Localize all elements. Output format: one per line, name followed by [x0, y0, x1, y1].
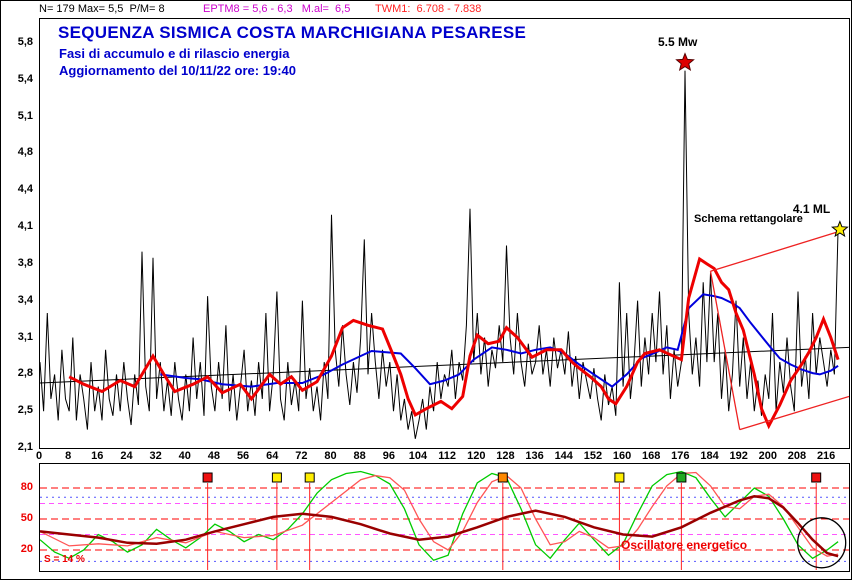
chart-title: SEQUENZA SISMICA COSTA MARCHIGIANA PESAR… [58, 23, 527, 42]
highlight-ellipse [797, 517, 847, 569]
oscillatore-medio-rosso [40, 471, 839, 557]
x-tick-label: 176 [671, 450, 690, 462]
oscillator-s-value: S = 14 % [44, 554, 85, 565]
y-tick-label: 2,5 [17, 404, 33, 417]
x-tick-label: 200 [758, 450, 777, 462]
x-tick-label: 168 [642, 450, 661, 462]
x-tick-label: 0 [35, 450, 43, 462]
mainshock-star [675, 52, 695, 71]
schema-channel-line-1 [739, 395, 849, 431]
y-tick-label: 4,8 [17, 146, 33, 159]
y-axis-labels: 5,8 5,4 5,1 4,8 4,4 4,1 3,8 3,4 3,1 2,8 2,5 2,1 [1, 19, 35, 453]
media-veloce-rossa [68, 256, 840, 430]
x-tick-label: 216 [816, 450, 836, 462]
x-tick-label: 72 [295, 450, 308, 462]
x-tick-label: 40 [178, 450, 191, 462]
latest-event-magnitude-label: 4.1 ML [792, 201, 831, 216]
header-stats-summary: N= 179 Max= 5,5 P/M= 8 [39, 3, 165, 15]
magnitudo [40, 70, 839, 439]
event-marker-square [271, 472, 282, 483]
x-tick-label: 56 [236, 450, 250, 462]
main-chart-area [39, 18, 850, 449]
latest-event-star [831, 220, 849, 238]
media-lenta-blu [160, 293, 839, 388]
osc-tick-label: 20 [20, 543, 33, 555]
oscillator-axis-labels: 80 50 20 [1, 464, 35, 571]
x-tick-label: 192 [729, 450, 748, 462]
x-tick-label: 136 [525, 450, 544, 462]
chart-subtitle: Fasi di accumulo e di rilascio energia [59, 46, 290, 61]
header-stats-eptm: EPTM8 = 5,6 - 6,3 M.al= 6,5 [203, 3, 351, 15]
event-marker-square [304, 472, 315, 483]
oscillator-title: Oscillatore energetico [621, 538, 748, 552]
oscillator-panel [39, 463, 850, 572]
x-tick-label: 88 [353, 450, 366, 462]
y-tick-label: 3,4 [17, 293, 33, 306]
x-tick-label: 160 [612, 450, 632, 462]
schema-channel-line-2 [709, 271, 741, 430]
oscillatore-lento-scuro [40, 495, 839, 558]
y-tick-label: 4,1 [17, 220, 33, 233]
x-tick-label: 64 [266, 450, 279, 462]
x-tick-label: 16 [91, 450, 104, 462]
x-axis-labels: 0 8 16 24 32 40 48 56 64 72 80 88 96 104 112 120 128 136 1… [36, 450, 850, 463]
x-tick-label: 8 [65, 450, 72, 462]
x-tick-label: 152 [583, 450, 603, 462]
x-tick-label: 184 [700, 450, 719, 462]
x-tick-label: 120 [467, 450, 486, 462]
schema-channel-line-0 [710, 228, 846, 272]
x-tick-label: 104 [408, 450, 428, 462]
y-tick-label: 3,8 [17, 256, 33, 269]
event-marker-square [676, 472, 687, 483]
mainshock-magnitude-label: 5.5 Mw [658, 34, 698, 49]
event-marker-square [811, 472, 822, 483]
x-tick-label: 48 [207, 450, 221, 462]
x-tick-label: 112 [438, 450, 457, 462]
x-tick-label: 128 [496, 450, 515, 462]
main-chart-canvas [40, 52, 849, 439]
x-tick-label: 208 [787, 450, 807, 462]
x-tick-label: 32 [149, 450, 162, 462]
event-marker-square [497, 472, 508, 483]
y-tick-label: 2,8 [17, 367, 33, 380]
y-tick-label: 5,4 [17, 72, 33, 85]
osc-tick-label: 50 [20, 512, 33, 524]
x-tick-label: 144 [554, 450, 573, 462]
y-tick-label: 2,1 [17, 441, 33, 453]
event-marker-square [614, 472, 625, 483]
header-stats-twm: TWM1: 6.708 - 7.838 [375, 3, 482, 15]
y-tick-label: 4,4 [17, 183, 33, 196]
x-tick-label: 96 [382, 450, 395, 462]
schema-rettangolare-label: Schema rettangolare [694, 213, 803, 225]
chart-update-date: Aggiornamento del 10/11/22 ore: 19:40 [59, 63, 296, 78]
y-tick-label: 3,1 [17, 330, 33, 343]
y-tick-label: 5,8 [17, 36, 33, 48]
osc-tick-label: 80 [20, 481, 33, 493]
x-tick-label: 24 [120, 450, 133, 462]
oscillator-canvas [40, 470, 849, 570]
y-tick-label: 5,1 [17, 109, 33, 122]
event-marker-square [202, 472, 213, 483]
x-tick-label: 80 [324, 450, 337, 462]
